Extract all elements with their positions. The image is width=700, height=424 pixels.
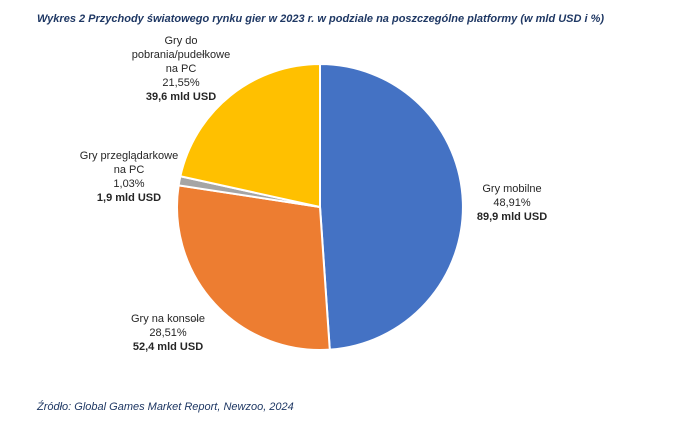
slice-download-pc	[179, 62, 321, 209]
chart-title: Wykres 2 Przychody światowego rynku gier…	[37, 13, 605, 25]
slice-value: 1,9 mld USD	[96, 192, 162, 204]
slice-value: 39,6 mld USD	[145, 91, 217, 103]
slice-mobile	[319, 62, 464, 351]
slice-name: pobrania/pudełkowe	[131, 49, 231, 61]
slice-name: na PC	[113, 164, 145, 176]
slice-percent: 28,51%	[149, 327, 187, 339]
chart-source: Źródło: Global Games Market Report, Newz…	[37, 401, 294, 413]
slice-label-mobile: Gry mobilne 48,91% 89,9 mld USD	[462, 182, 562, 224]
slice-value: 52,4 mld USD	[132, 341, 204, 353]
slice-name: Gry przeglądarkowe	[79, 150, 179, 162]
slice-name: Gry mobilne	[482, 183, 542, 195]
slice-console	[176, 184, 331, 351]
slice-name: Gry do	[164, 35, 198, 47]
slice-percent: 21,55%	[162, 77, 200, 89]
slice-name: na PC	[165, 63, 197, 75]
slice-label-browser-pc: Gry przeglądarkowe na PC 1,03% 1,9 mld U…	[59, 149, 199, 205]
slice-percent: 1,03%	[113, 178, 145, 190]
slice-percent: 48,91%	[493, 197, 531, 209]
slice-value: 89,9 mld USD	[476, 211, 548, 223]
slice-label-download-pc: Gry do pobrania/pudełkowe na PC 21,55% 3…	[111, 34, 251, 104]
slice-name: Gry na konsole	[131, 313, 205, 325]
slice-label-console: Gry na konsole 28,51% 52,4 mld USD	[118, 312, 218, 354]
